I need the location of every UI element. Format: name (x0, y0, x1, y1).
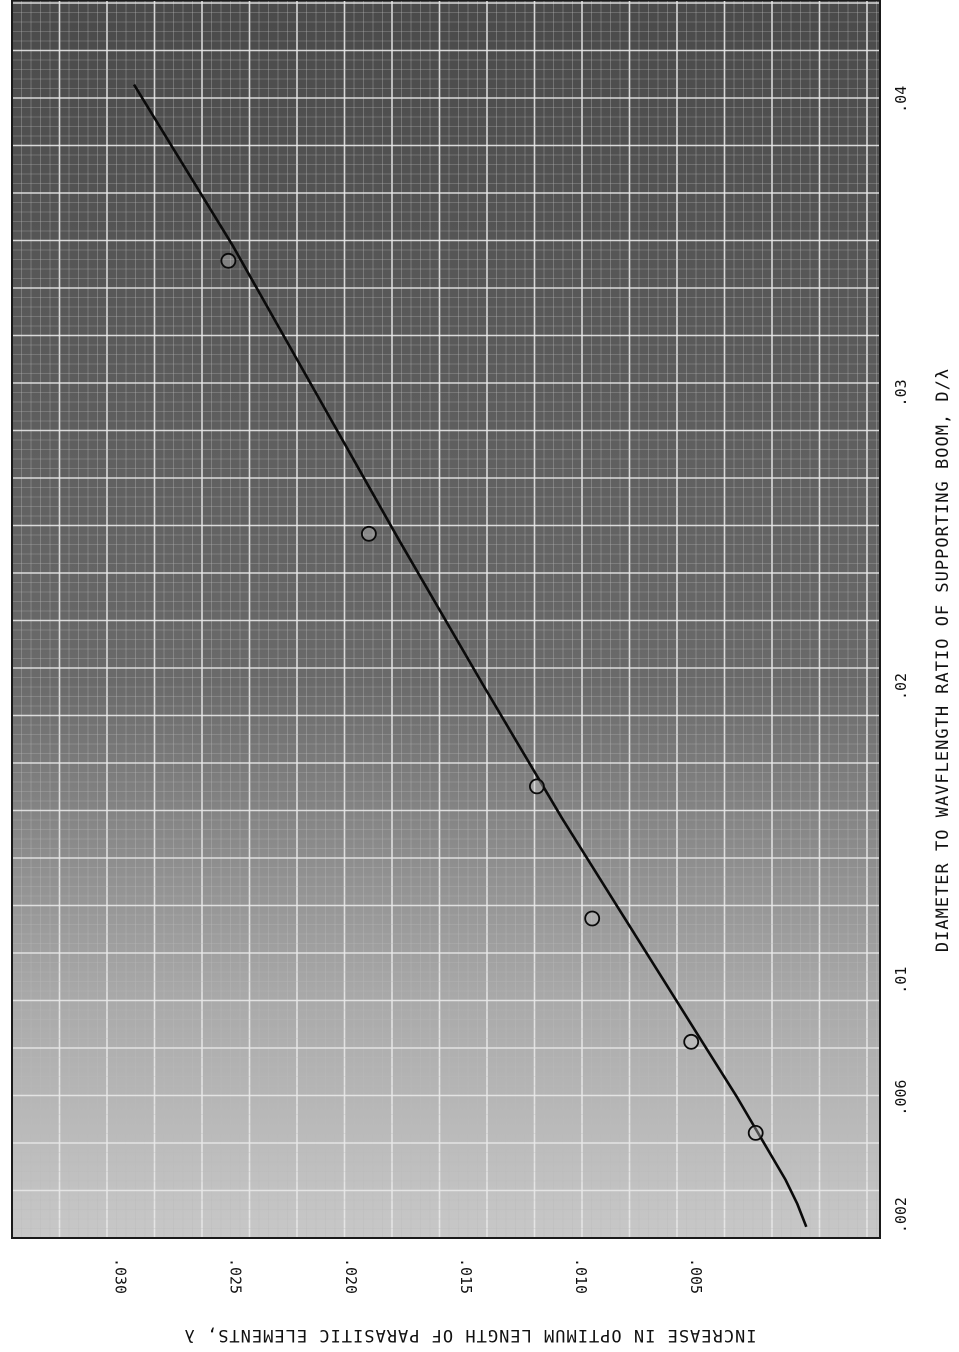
data-point (220, 252, 237, 269)
x-tick-label: .01 (892, 967, 910, 994)
data-marks (132, 83, 808, 1228)
x-axis-title: DIAMETER TO WAVFLENGTH RATIO OF SUPPORTI… (933, 368, 953, 952)
grid (12, 0, 880, 1238)
y-tick-label: .025 (227, 1258, 245, 1294)
tick-labels: .002 .006 .01 .02 .03 .04 .005 .010 .015 .020 .025… (112, 86, 910, 1294)
y-tick-label: .015 (457, 1258, 475, 1294)
y-tick-label: .010 (572, 1258, 590, 1294)
x-tick-label: .04 (892, 86, 910, 113)
data-point (584, 910, 601, 927)
plot-border (11, 0, 881, 1239)
data-point (683, 1033, 700, 1050)
data-point (747, 1125, 764, 1141)
x-tick-label: .002 (892, 1197, 910, 1233)
y-tick-label: .005 (687, 1258, 705, 1294)
data-point (529, 778, 545, 795)
fitted-line (132, 83, 808, 1228)
x-tick-label: .02 (892, 673, 910, 700)
x-tick-label: .006 (892, 1080, 910, 1116)
data-point (360, 525, 377, 542)
y-axis-title: INCREASE IN OPTIMUM LENGTH OF PARASITIC … (184, 1325, 757, 1345)
x-tick-label: .03 (892, 379, 910, 406)
y-tick-label: .020 (342, 1258, 360, 1294)
y-tick-label: .030 (112, 1258, 130, 1294)
